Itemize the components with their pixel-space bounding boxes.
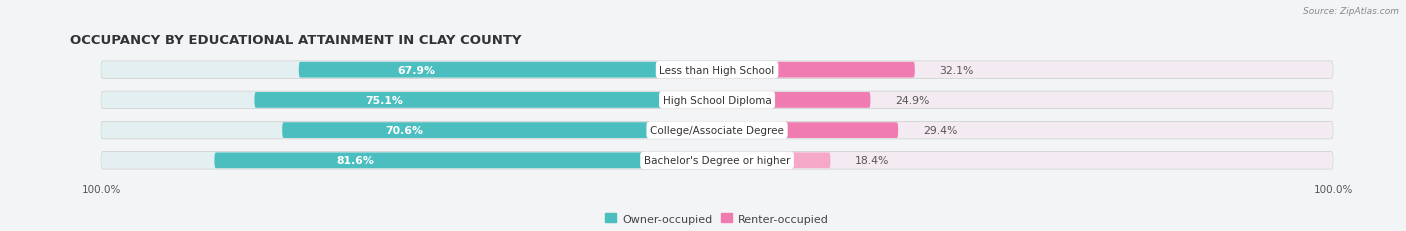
FancyBboxPatch shape — [717, 123, 898, 138]
FancyBboxPatch shape — [215, 153, 717, 168]
Text: OCCUPANCY BY EDUCATIONAL ATTAINMENT IN CLAY COUNTY: OCCUPANCY BY EDUCATIONAL ATTAINMENT IN C… — [70, 34, 522, 47]
Text: College/Associate Degree: College/Associate Degree — [650, 126, 785, 136]
FancyBboxPatch shape — [717, 122, 1333, 139]
FancyBboxPatch shape — [283, 123, 717, 138]
FancyBboxPatch shape — [101, 152, 717, 169]
FancyBboxPatch shape — [299, 63, 717, 78]
Text: Less than High School: Less than High School — [659, 65, 775, 75]
FancyBboxPatch shape — [101, 122, 1333, 139]
FancyBboxPatch shape — [717, 152, 1333, 169]
FancyBboxPatch shape — [717, 63, 915, 78]
FancyBboxPatch shape — [101, 92, 717, 109]
Text: Source: ZipAtlas.com: Source: ZipAtlas.com — [1303, 7, 1399, 16]
Text: 24.9%: 24.9% — [896, 95, 929, 105]
Text: 75.1%: 75.1% — [366, 95, 404, 105]
Text: 18.4%: 18.4% — [855, 156, 890, 166]
Text: 70.6%: 70.6% — [385, 126, 423, 136]
FancyBboxPatch shape — [101, 62, 717, 79]
Text: 81.6%: 81.6% — [336, 156, 374, 166]
FancyBboxPatch shape — [254, 93, 717, 108]
Text: 67.9%: 67.9% — [396, 65, 434, 75]
Text: 29.4%: 29.4% — [922, 126, 957, 136]
FancyBboxPatch shape — [101, 152, 1333, 169]
FancyBboxPatch shape — [717, 92, 1333, 109]
Text: Bachelor's Degree or higher: Bachelor's Degree or higher — [644, 156, 790, 166]
FancyBboxPatch shape — [717, 93, 870, 108]
FancyBboxPatch shape — [101, 122, 717, 139]
FancyBboxPatch shape — [717, 153, 831, 168]
FancyBboxPatch shape — [101, 92, 1333, 109]
FancyBboxPatch shape — [717, 62, 1333, 79]
FancyBboxPatch shape — [101, 62, 1333, 79]
Legend: Owner-occupied, Renter-occupied: Owner-occupied, Renter-occupied — [600, 209, 834, 228]
Text: 32.1%: 32.1% — [939, 65, 974, 75]
Text: High School Diploma: High School Diploma — [662, 95, 772, 105]
